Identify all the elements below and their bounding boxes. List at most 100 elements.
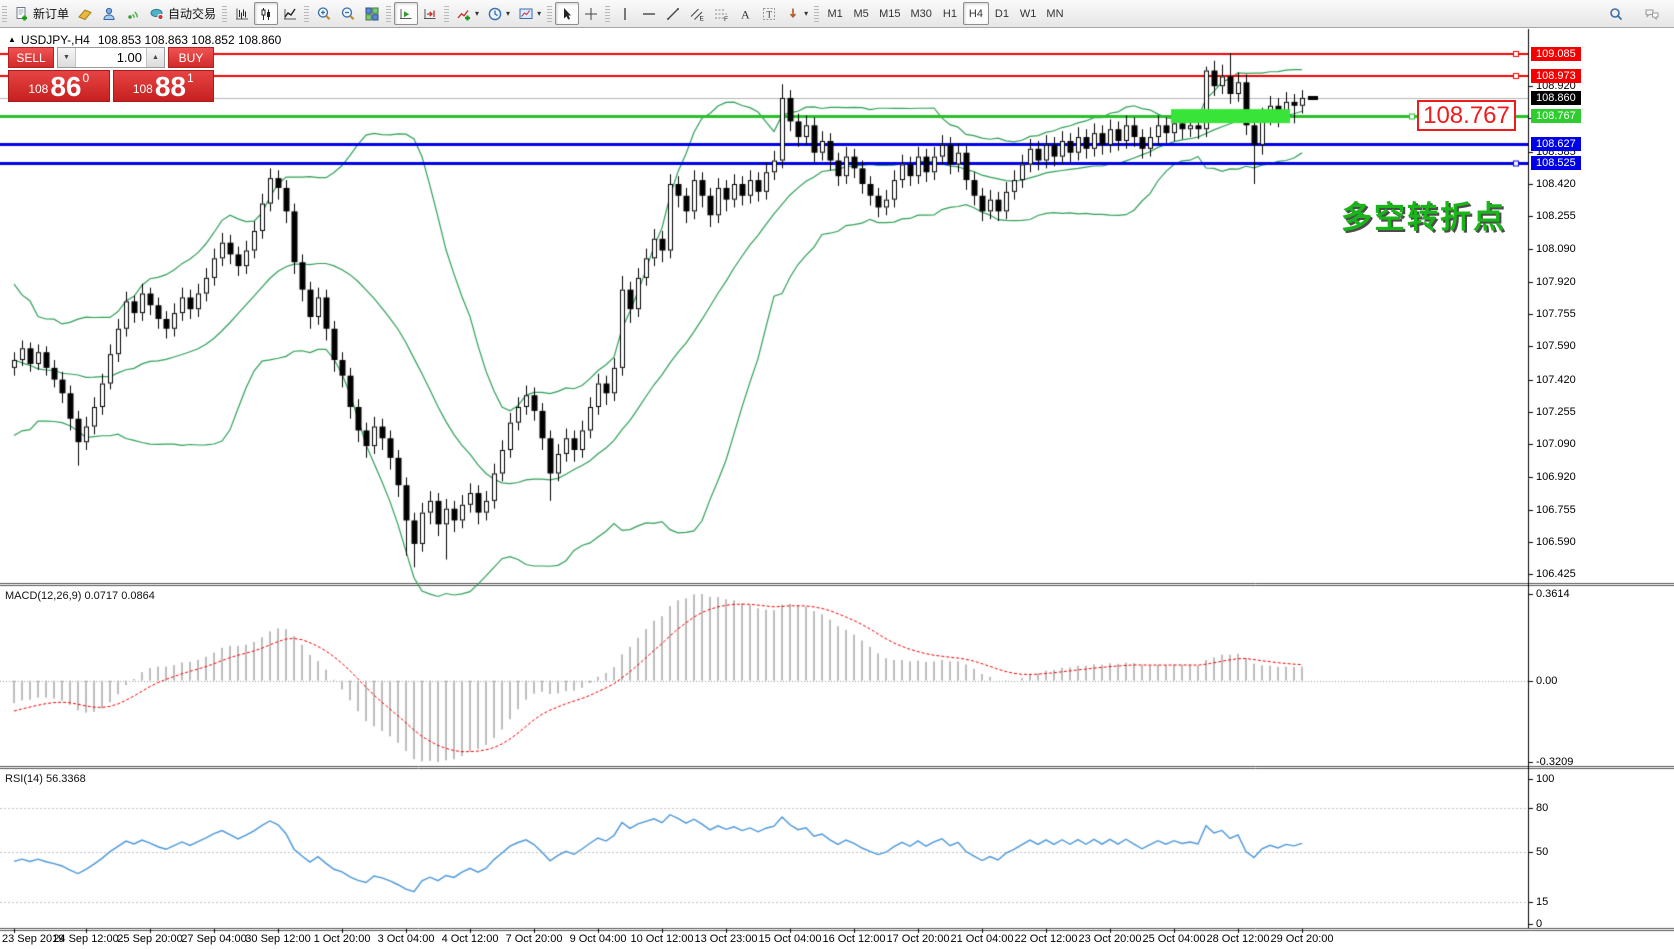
toolbar: 新订单 自动交易 ▾ ▾ ▾ E F A T ▾ M1 M5 M15 M30 H1 H4 D1 W1 MN <box>0 0 1674 28</box>
chevron-down-icon: ▾ <box>506 9 511 18</box>
templates-button[interactable]: ▾ <box>514 2 545 25</box>
periods-button[interactable]: ▾ <box>483 2 514 25</box>
auto-scroll-button[interactable] <box>394 2 419 25</box>
line-chart-button[interactable] <box>278 2 302 25</box>
toolbar-grip <box>304 5 310 22</box>
time-axis-label: 29 Oct 20:00 <box>1270 933 1334 945</box>
zoom-out-button[interactable] <box>336 2 360 25</box>
timeframe-button-m30[interactable]: M30 <box>906 2 937 25</box>
rsi-value: 56.3368 <box>45 773 86 785</box>
market-watch-icon <box>103 7 115 20</box>
chat-button[interactable] <box>1640 2 1664 25</box>
rsi-tick-label: 80 <box>1536 802 1549 814</box>
hline-price-label: 108.973 <box>1531 69 1581 83</box>
zoom-in-button[interactable] <box>312 2 336 25</box>
market-watch-button[interactable] <box>97 2 121 25</box>
trendline-button[interactable] <box>661 2 685 25</box>
timeframe-button-mn[interactable]: MN <box>1041 2 1068 25</box>
timeframe-button-m15[interactable]: M15 <box>874 2 905 25</box>
price-tick-label: 107.420 <box>1536 374 1576 386</box>
price-flag-label[interactable]: 108.767 <box>1417 100 1516 131</box>
horizontal-line-button[interactable] <box>637 2 661 25</box>
candles-chart-button[interactable] <box>254 2 279 25</box>
cursor-button[interactable] <box>555 2 580 25</box>
profiles-button[interactable] <box>73 2 97 25</box>
price-tick-label: 106.590 <box>1536 536 1576 548</box>
time-axis-label: 21 Oct 04:00 <box>950 933 1014 945</box>
autotrade-icon <box>150 8 164 20</box>
auto-trading-button[interactable]: 自动交易 <box>145 2 220 25</box>
buy-button[interactable]: BUY <box>168 47 214 68</box>
text-label-button[interactable]: T <box>757 2 781 25</box>
timeframe-button-h1[interactable]: H1 <box>937 2 963 25</box>
chart-title: ▲ USDJPY-,H4 108.853 108.863 108.852 108.8… <box>8 33 281 47</box>
timeframe-button-w1[interactable]: W1 <box>1015 2 1042 25</box>
price-tick-label: 107.920 <box>1536 276 1576 288</box>
rsi-tick-label: 50 <box>1536 846 1549 858</box>
add-indicator-button[interactable]: ▾ <box>452 2 483 25</box>
arrows-button[interactable]: ▾ <box>781 2 812 25</box>
time-axis-label: 13 Oct 23:00 <box>694 933 758 945</box>
zoom-out-icon <box>341 6 355 20</box>
text-button[interactable]: A <box>733 2 757 25</box>
price-tick-label: 108.920 <box>1536 80 1576 92</box>
time-axis-label: 16 Oct 12:00 <box>822 933 886 945</box>
tile-windows-button[interactable] <box>360 2 384 25</box>
chart-profile-icon <box>78 8 92 20</box>
toolbar-group: E F A T ▾ <box>613 0 812 28</box>
price-tick-label: 107.090 <box>1536 438 1576 450</box>
price-tick-label: 107.255 <box>1536 406 1576 418</box>
toolbar-grip <box>814 5 820 22</box>
time-axis-label: 23 Sep 2019 <box>2 933 65 945</box>
macd-label: MACD(12,26,9) 0.0717 0.0864 <box>5 590 155 602</box>
volume-decrease-button[interactable]: ▼ <box>58 48 76 67</box>
toolbar-grip <box>386 5 392 22</box>
crosshair-button[interactable] <box>579 2 603 25</box>
svg-text:T: T <box>767 9 773 19</box>
vertical-line-button[interactable] <box>613 2 637 25</box>
toolbar-grip <box>605 5 611 22</box>
channel-button[interactable]: E <box>685 2 709 25</box>
buy-price-box[interactable]: 108 88 1 <box>112 70 214 102</box>
volume-input[interactable] <box>76 48 146 67</box>
price-tick-label: 108.090 <box>1536 243 1576 255</box>
chevron-down-icon: ▾ <box>537 9 542 18</box>
timeframe-button-h4[interactable]: H4 <box>962 2 989 25</box>
vline-icon <box>624 7 626 20</box>
svg-text:F: F <box>724 16 728 22</box>
time-axis-label: 4 Oct 12:00 <box>441 933 499 945</box>
fibonacci-button[interactable]: F <box>709 2 733 25</box>
current-price-label: 108.860 <box>1531 91 1581 105</box>
new-order-button[interactable]: 新订单 <box>10 2 73 25</box>
sell-price-prefix: 108 <box>28 82 49 96</box>
timeframe-button-d1[interactable]: D1 <box>989 2 1015 25</box>
collapse-panel-icon[interactable]: ▲ <box>8 35 16 44</box>
price-tick-label: 108.255 <box>1536 210 1576 222</box>
timeframe-button-m5[interactable]: M5 <box>848 2 874 25</box>
toolbar-right <box>1604 2 1674 25</box>
time-axis[interactable]: 23 Sep 2019 24 Sep 12:00 25 Sep 20:00 27 Se… <box>0 933 1528 948</box>
chart-shift-button[interactable] <box>418 2 442 25</box>
timeframe-button-m1[interactable]: M1 <box>822 2 848 25</box>
toolbar-group: ▾ ▾ ▾ <box>452 0 545 28</box>
trendline-icon <box>667 7 680 20</box>
signals-button[interactable] <box>121 2 145 25</box>
sell-price-box[interactable]: 108 86 0 <box>8 70 110 102</box>
bars-chart-button[interactable] <box>230 2 254 25</box>
price-axis[interactable]: 108.920108.755108.585108.420108.255108.0… <box>1528 0 1674 949</box>
volume-increase-button[interactable]: ▲ <box>146 48 164 67</box>
chevron-down-icon: ▾ <box>804 9 809 18</box>
time-axis-label: 7 Oct 20:00 <box>505 933 563 945</box>
rsi-tick-label: 100 <box>1536 773 1555 785</box>
time-axis-label: 9 Oct 04:00 <box>569 933 627 945</box>
add-indicator-icon <box>457 9 471 20</box>
time-axis-label: 1 Oct 20:00 <box>313 933 371 945</box>
macd-max-label: 0.3614 <box>1536 588 1570 600</box>
macd-main-value: 0.0717 <box>84 590 119 602</box>
sell-button[interactable]: SELL <box>8 47 54 68</box>
toolbar-group <box>312 0 384 28</box>
price-tick-label: 107.755 <box>1536 308 1576 320</box>
search-button[interactable] <box>1604 2 1628 25</box>
